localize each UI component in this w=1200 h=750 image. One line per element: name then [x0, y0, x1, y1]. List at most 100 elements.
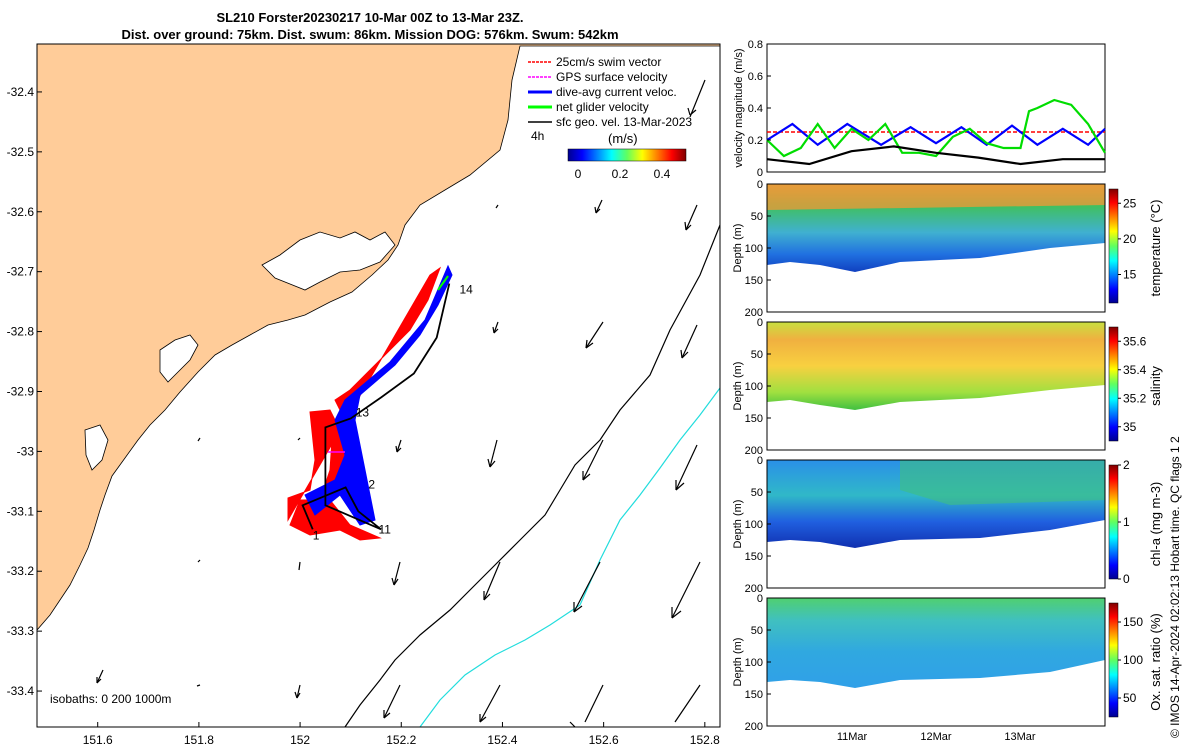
salinity-colorbar — [1108, 326, 1119, 442]
map-xtick-label-1: 151.8 — [184, 733, 214, 747]
legend-swim-vector: 25cm/s swim vector — [528, 55, 661, 69]
ox-cbar-tick-label-2: 50 — [1123, 691, 1137, 705]
legend-scale-label: 4h — [531, 129, 544, 143]
ox-ytick-label-1: 50 — [751, 625, 763, 637]
map-colorbar-tick-0: 0 — [575, 167, 582, 181]
velocity-ytick-label-0: 0 — [757, 167, 763, 179]
temp-ytick-label-3: 150 — [745, 275, 763, 287]
velocity-ytick-label-4: 0.8 — [748, 39, 763, 51]
temperature-colorbar — [1108, 188, 1119, 304]
sal-ytick-label-3: 150 — [745, 413, 763, 425]
sal-cbar-tick-label-2: 35.2 — [1123, 391, 1147, 405]
legend-sfc-geo: sfc geo. vel. 13-Mar-2023 — [528, 115, 692, 129]
chl-ytick-label-4: 200 — [745, 583, 763, 595]
map-colorbar-tick-2: 0.4 — [654, 167, 671, 181]
map-ytick-label-3: -32.7 — [7, 265, 35, 279]
chart-title-line-1: SL210 Forster20230217 10-Mar 00Z to 13-M… — [216, 10, 524, 25]
map-colorbar-tick-1: 0.2 — [612, 167, 629, 181]
swim-vector-band — [287, 266, 442, 541]
velocity-series-line-2 — [766, 98, 1106, 158]
temp-ytick-label-0: 0 — [757, 179, 763, 191]
salinity-axis-ticks: 0 50 100 150 200 Depth (m) 35.6 35.4 35.2 35 salin… — [732, 317, 1163, 457]
velocity-series — [766, 98, 1106, 166]
estuary-lake-small — [159, 334, 199, 383]
map-ytick-label-7: -33.1 — [7, 504, 35, 518]
sal-ytick-label-0: 0 — [757, 317, 763, 329]
map-frame — [36, 43, 721, 728]
estuary-lake — [261, 231, 396, 291]
chla-panel: 0 50 100 150 200 Depth (m) 2 1 0 chl-a (mg m-3) — [732, 455, 1163, 595]
chl-ytick-label-3: 150 — [745, 551, 763, 563]
temp-cbar-label: temperature (°C) — [1148, 200, 1163, 297]
temp-cbar-tick-label-0: 25 — [1123, 196, 1137, 210]
legend-gps-velocity: GPS surface velocity — [528, 70, 667, 84]
velocity-ytick-label-2: 0.4 — [748, 103, 763, 115]
ox-ytick-label-2: 100 — [745, 657, 763, 669]
velocity-ytick-label-3: 0.6 — [748, 71, 763, 83]
sal-cbar-tick-label-3: 35 — [1123, 420, 1137, 434]
chl-cbar-tick-label-1: 1 — [1123, 515, 1130, 529]
legend-label-swim-vector: 25cm/s swim vector — [556, 55, 661, 69]
sal-ylabel: Depth (m) — [732, 362, 744, 411]
map-legend: 25cm/s swim vector GPS surface velocity … — [528, 55, 692, 181]
track-point-label-2: 2 — [368, 477, 375, 491]
coastline-land — [36, 43, 721, 632]
temp-cbar-tick-label-1: 20 — [1123, 232, 1137, 246]
track-point-label-0: 14 — [459, 283, 473, 297]
map-ytick-label-2: -32.6 — [7, 205, 35, 219]
velocity-series-line-3 — [766, 145, 1105, 166]
velocity-ylabel: velocity magnitude (m/s) — [733, 48, 745, 167]
credit-text: © IMOS 14-Apr-2024 02:02:13 Hobart time.… — [1168, 436, 1182, 738]
temp-ytick-label-1: 50 — [751, 211, 763, 223]
map-ytick-label-4: -32.8 — [7, 325, 35, 339]
ox-xtick-label-2: 13Mar — [1004, 731, 1036, 743]
ox-xtick-label-0: 11Mar — [837, 731, 868, 743]
chl-cbar-tick-label-2: 0 — [1123, 572, 1130, 586]
isobaths-label: isobaths: 0 200 1000m — [50, 692, 171, 706]
legend-dive-avg: dive-avg current veloc. — [528, 85, 677, 99]
temp-ytick-label-4: 200 — [745, 307, 763, 319]
legend-label-dive-avg: dive-avg current veloc. — [556, 85, 677, 99]
temp-ytick-label-2: 100 — [745, 243, 763, 255]
temperature-warm-layer — [767, 184, 1105, 210]
track-point-label-1: 13 — [356, 405, 370, 419]
temp-ylabel: Depth (m) — [732, 224, 744, 273]
map-ytick-label-1: -32.5 — [7, 145, 35, 159]
oxygen-heatmap — [767, 598, 1105, 688]
map-xtick-label-3: 152.2 — [386, 733, 416, 747]
map-ytick-label-5: -32.9 — [7, 384, 35, 398]
chl-cbar-label: chl-a (mg m-3) — [1148, 482, 1163, 567]
temperature-axis-ticks: 0 50 100 150 200 Depth (m) 25 20 15 temperature (… — [732, 179, 1163, 319]
chart-title-line-2: Dist. over ground: 75km. Dist. swum: 86k… — [121, 27, 619, 42]
map-colorbar — [567, 148, 687, 162]
track-point-label-3: 11 — [379, 522, 392, 536]
velocity-axis-ticks: 0 0.2 0.4 0.6 0.8 — [748, 39, 771, 179]
legend-label-sfc-geo: sfc geo. vel. 13-Mar-2023 — [556, 115, 692, 129]
net-glider-velocity-arrow — [437, 275, 449, 291]
sal-ytick-label-1: 50 — [751, 349, 763, 361]
sal-cbar-label: salinity — [1148, 366, 1163, 406]
legend-label-net-glider: net glider velocity — [556, 100, 649, 114]
sal-cbar-tick-label-0: 35.6 — [1123, 334, 1147, 348]
velocity-plot-frame — [766, 43, 1106, 173]
temp-cbar-tick-label-2: 15 — [1123, 268, 1137, 282]
ox-ylabel: Depth (m) — [732, 638, 744, 687]
salinity-heatmap — [767, 322, 1105, 410]
chl-ytick-label-1: 50 — [751, 487, 763, 499]
map-ytick-label-10: -33.4 — [7, 684, 35, 698]
map-xtick-label-5: 152.6 — [589, 733, 619, 747]
map-ytick-label-8: -33.2 — [7, 564, 35, 578]
velocity-panel: 0 0.2 0.4 0.6 0.8 velocity magnitude (m/s) — [733, 39, 1106, 179]
isobath-200m — [344, 224, 721, 728]
sal-cbar-tick-label-1: 35.4 — [1123, 363, 1147, 377]
chl-cbar-tick-label-0: 2 — [1123, 458, 1130, 472]
map-ytick-label-6: -33 — [17, 444, 35, 458]
velocity-ytick-label-1: 0.2 — [748, 135, 763, 147]
map-xtick-label-2: 152 — [290, 733, 310, 747]
track-point-label-4: 1 — [313, 528, 320, 542]
legend-label-gps-velocity: GPS surface velocity — [556, 70, 667, 84]
